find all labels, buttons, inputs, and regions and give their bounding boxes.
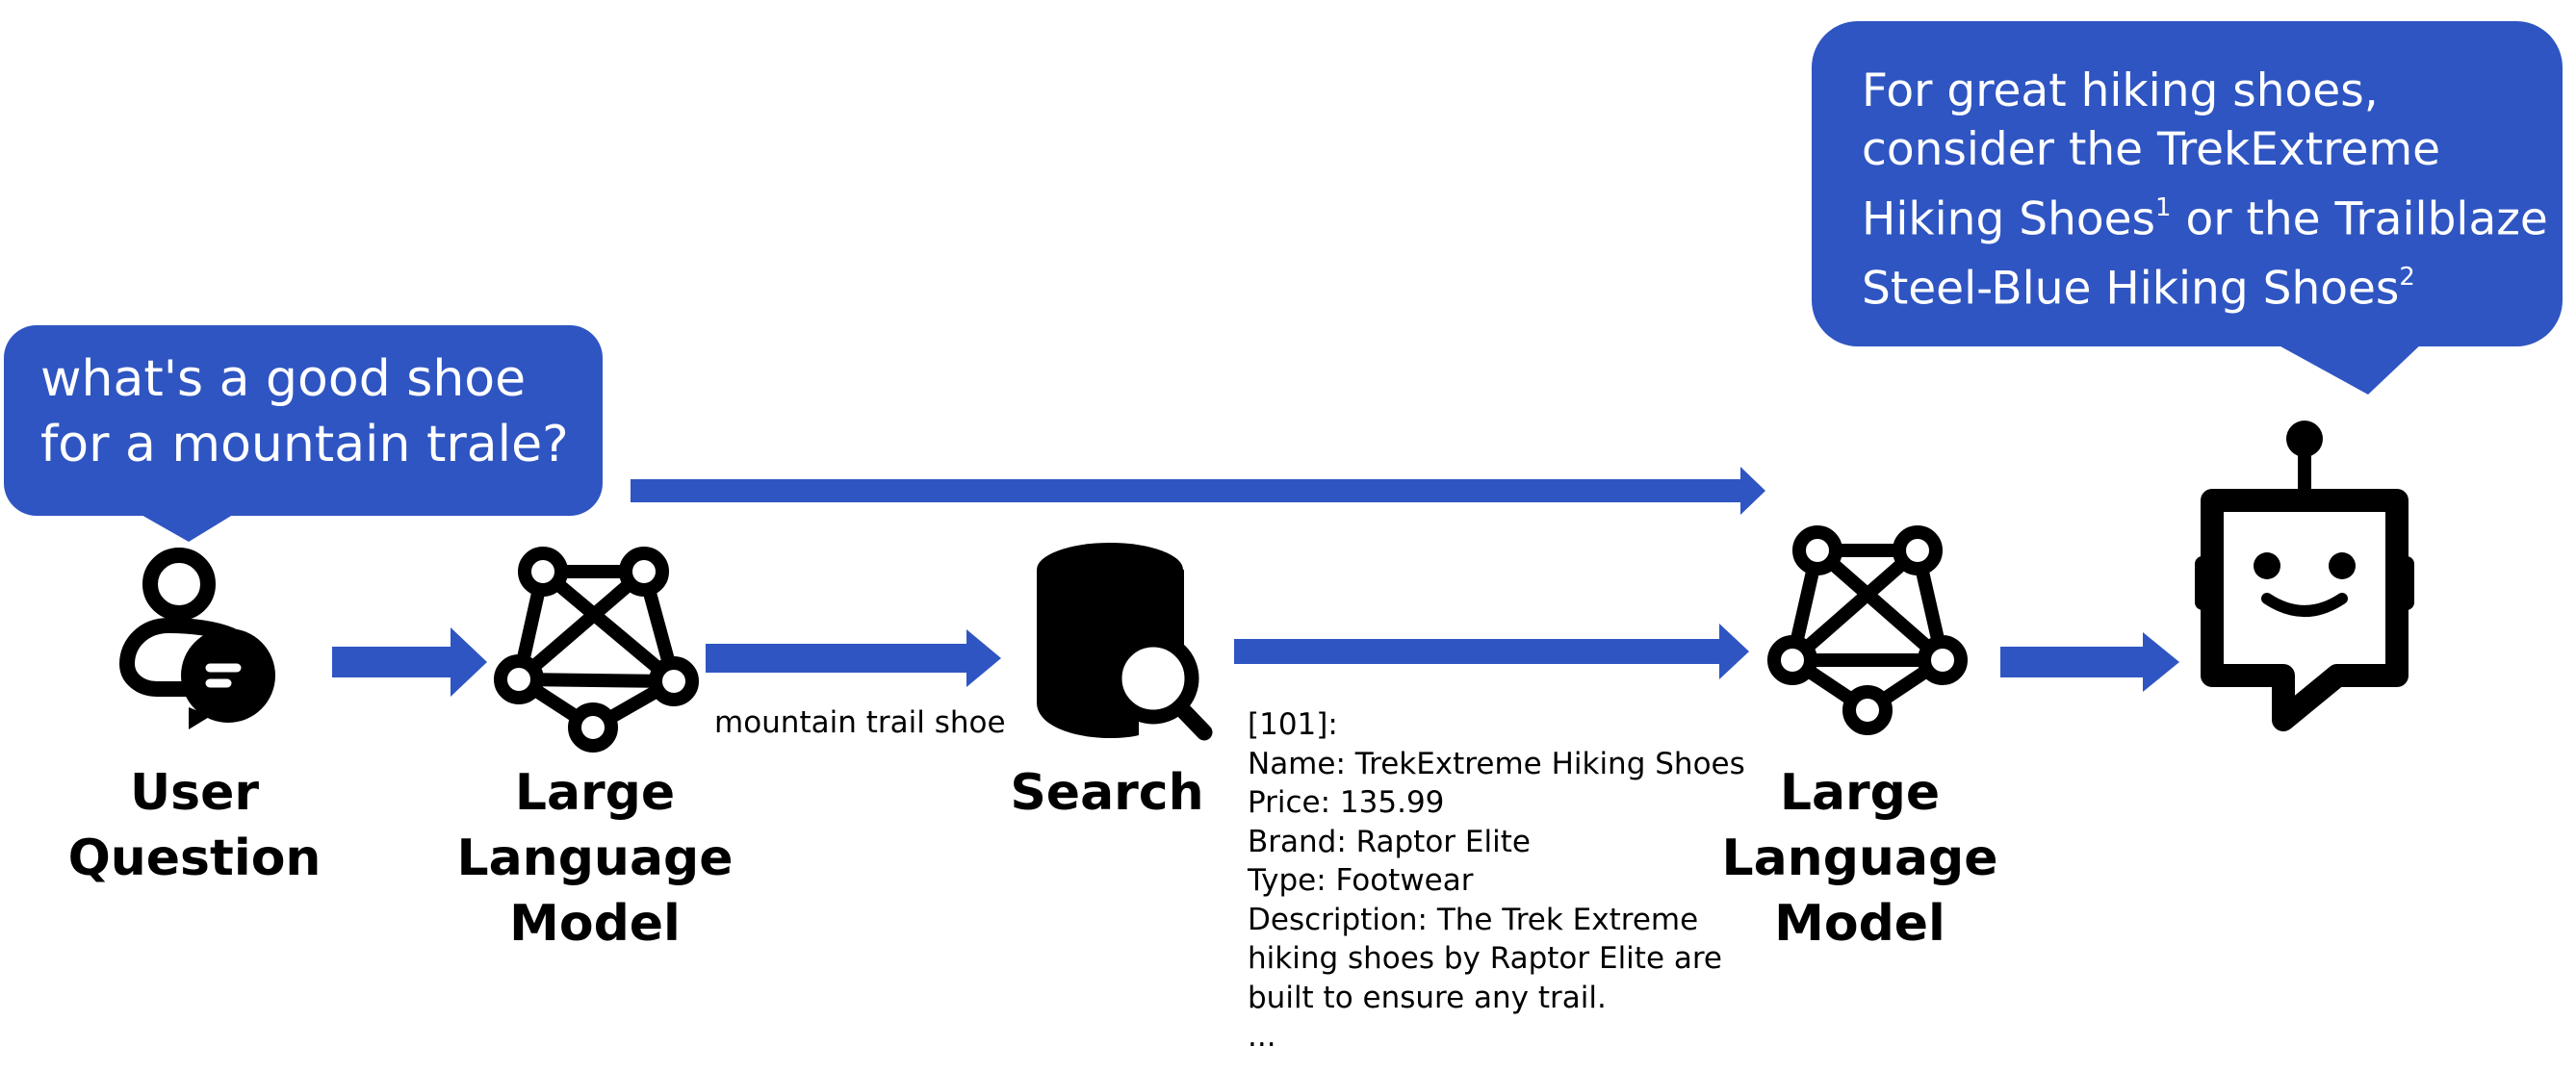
llm2-line-2: Language: [1721, 830, 1998, 887]
answer-line-3-continuation: or the Trailblaze: [2185, 192, 2548, 246]
node-label-search: Search: [992, 760, 1223, 826]
result-line-description-1: Description: The Trek Extreme: [1248, 902, 1699, 937]
result-line-type: Type: Footwear: [1248, 863, 1474, 898]
answer-citation-name-2: Steel-Blue Hiking Shoes: [1862, 262, 2400, 316]
result-line-id: [101]:: [1248, 707, 1338, 742]
result-line-description-2: hiking shoes by Raptor Elite are: [1248, 941, 1723, 976]
search-line-1: Search: [1010, 764, 1204, 822]
arrow-search-to-llm2: [1234, 624, 1749, 679]
search-result-document: [101]: Name: TrekExtreme Hiking Shoes Pr…: [1248, 705, 1745, 1057]
network-graph-icon-llm2: [1767, 525, 1968, 735]
database-search-icon: [1037, 543, 1213, 741]
network-graph-icon-llm1: [494, 547, 699, 753]
arrow-question-to-llm2: [631, 467, 1765, 515]
question-bubble: [4, 325, 603, 542]
user-chat-icon: [118, 548, 275, 729]
user-question-line-1: User: [129, 764, 260, 822]
citation-marker-1: 1: [2155, 193, 2172, 222]
arrow-llm2-to-bot: [2000, 632, 2179, 692]
node-label-user-question: User Question: [50, 760, 339, 891]
result-line-name: Name: TrekExtreme Hiking Shoes: [1248, 746, 1745, 781]
arrow-user-to-llm1: [332, 627, 487, 697]
question-line-1: what's a good shoe: [40, 350, 527, 408]
llm1-line-3: Model: [509, 895, 681, 953]
citation-marker-2: 2: [2399, 263, 2415, 293]
answer-citation-name-1: Hiking Shoes: [1862, 192, 2156, 246]
result-line-price: Price: 135.99: [1248, 785, 1445, 820]
llm1-line-1: Large: [514, 764, 676, 822]
user-question-line-2: Question: [67, 830, 322, 887]
edge-label-search-query: mountain trail shoe: [714, 705, 1006, 740]
question-text: what's a good shoe for a mountain trale?: [40, 346, 569, 477]
answer-line-1: For great hiking shoes,: [1862, 64, 2379, 117]
llm1-line-2: Language: [456, 830, 734, 887]
answer-bubble: [1812, 21, 2563, 395]
llm2-line-1: Large: [1779, 764, 1941, 822]
node-label-llm-2: Large Language Model: [1715, 760, 2004, 957]
answer-line-3: Hiking Shoes1 or the Trailblaze: [1862, 179, 2548, 248]
answer-text: For great hiking shoes, consider the Tre…: [1862, 62, 2548, 319]
robot-chat-icon: [2195, 421, 2414, 731]
answer-line-4: Steel-Blue Hiking Shoes2: [1862, 248, 2548, 318]
result-line-brand: Brand: Raptor Elite: [1248, 824, 1531, 859]
node-label-llm-1: Large Language Model: [451, 760, 739, 957]
answer-line-2: consider the TrekExtreme: [1862, 123, 2441, 176]
result-line-description-3: built to ensure any trail.: [1248, 980, 1607, 1015]
result-line-ellipsis: ...: [1248, 1019, 1276, 1054]
llm2-line-3: Model: [1774, 895, 1945, 953]
arrows: [332, 467, 2179, 697]
question-line-2: for a mountain trale?: [40, 416, 569, 473]
arrow-llm1-to-search: [706, 629, 1001, 687]
